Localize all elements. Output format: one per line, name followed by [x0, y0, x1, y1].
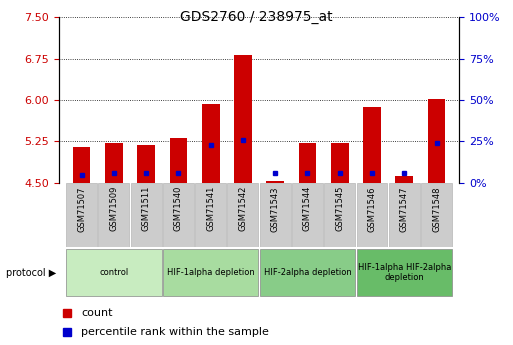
FancyBboxPatch shape [66, 183, 97, 247]
Text: GSM71507: GSM71507 [77, 186, 86, 231]
Text: GSM71541: GSM71541 [206, 186, 215, 231]
FancyBboxPatch shape [357, 183, 387, 247]
Bar [363, 107, 381, 183]
FancyBboxPatch shape [357, 249, 452, 296]
Text: GSM71545: GSM71545 [335, 186, 344, 231]
FancyBboxPatch shape [66, 249, 162, 296]
Bar [299, 142, 317, 183]
FancyBboxPatch shape [163, 249, 259, 296]
Text: HIF-2alpha depletion: HIF-2alpha depletion [264, 268, 351, 277]
Bar [202, 104, 220, 183]
Text: GSM71544: GSM71544 [303, 186, 312, 231]
Bar [396, 176, 413, 183]
FancyBboxPatch shape [131, 183, 162, 247]
Text: GSM71548: GSM71548 [432, 186, 441, 231]
Bar [105, 143, 123, 183]
Text: HIF-1alpha depletion: HIF-1alpha depletion [167, 268, 254, 277]
Bar [331, 142, 349, 183]
FancyBboxPatch shape [421, 183, 452, 247]
Text: GSM71542: GSM71542 [239, 186, 247, 231]
Text: count: count [81, 308, 112, 318]
Text: protocol ▶: protocol ▶ [6, 268, 56, 277]
FancyBboxPatch shape [163, 183, 194, 247]
Text: GSM71540: GSM71540 [174, 186, 183, 231]
Text: percentile rank within the sample: percentile rank within the sample [81, 327, 269, 337]
FancyBboxPatch shape [324, 183, 355, 247]
Bar [169, 138, 187, 183]
Text: GSM71543: GSM71543 [271, 186, 280, 231]
FancyBboxPatch shape [98, 183, 129, 247]
Text: HIF-1alpha HIF-2alpha
depletion: HIF-1alpha HIF-2alpha depletion [358, 263, 451, 282]
FancyBboxPatch shape [389, 183, 420, 247]
Bar [234, 55, 252, 183]
Bar [137, 145, 155, 183]
FancyBboxPatch shape [195, 183, 226, 247]
Bar [428, 99, 445, 183]
Text: GSM71547: GSM71547 [400, 186, 409, 231]
Text: GSM71509: GSM71509 [109, 186, 119, 231]
Text: GSM71546: GSM71546 [367, 186, 377, 231]
FancyBboxPatch shape [227, 183, 259, 247]
Text: GSM71511: GSM71511 [142, 186, 151, 231]
Bar [73, 147, 90, 183]
Text: GDS2760 / 238975_at: GDS2760 / 238975_at [180, 10, 333, 24]
FancyBboxPatch shape [292, 183, 323, 247]
Bar [266, 181, 284, 183]
FancyBboxPatch shape [260, 249, 355, 296]
Text: control: control [99, 268, 128, 277]
FancyBboxPatch shape [260, 183, 291, 247]
